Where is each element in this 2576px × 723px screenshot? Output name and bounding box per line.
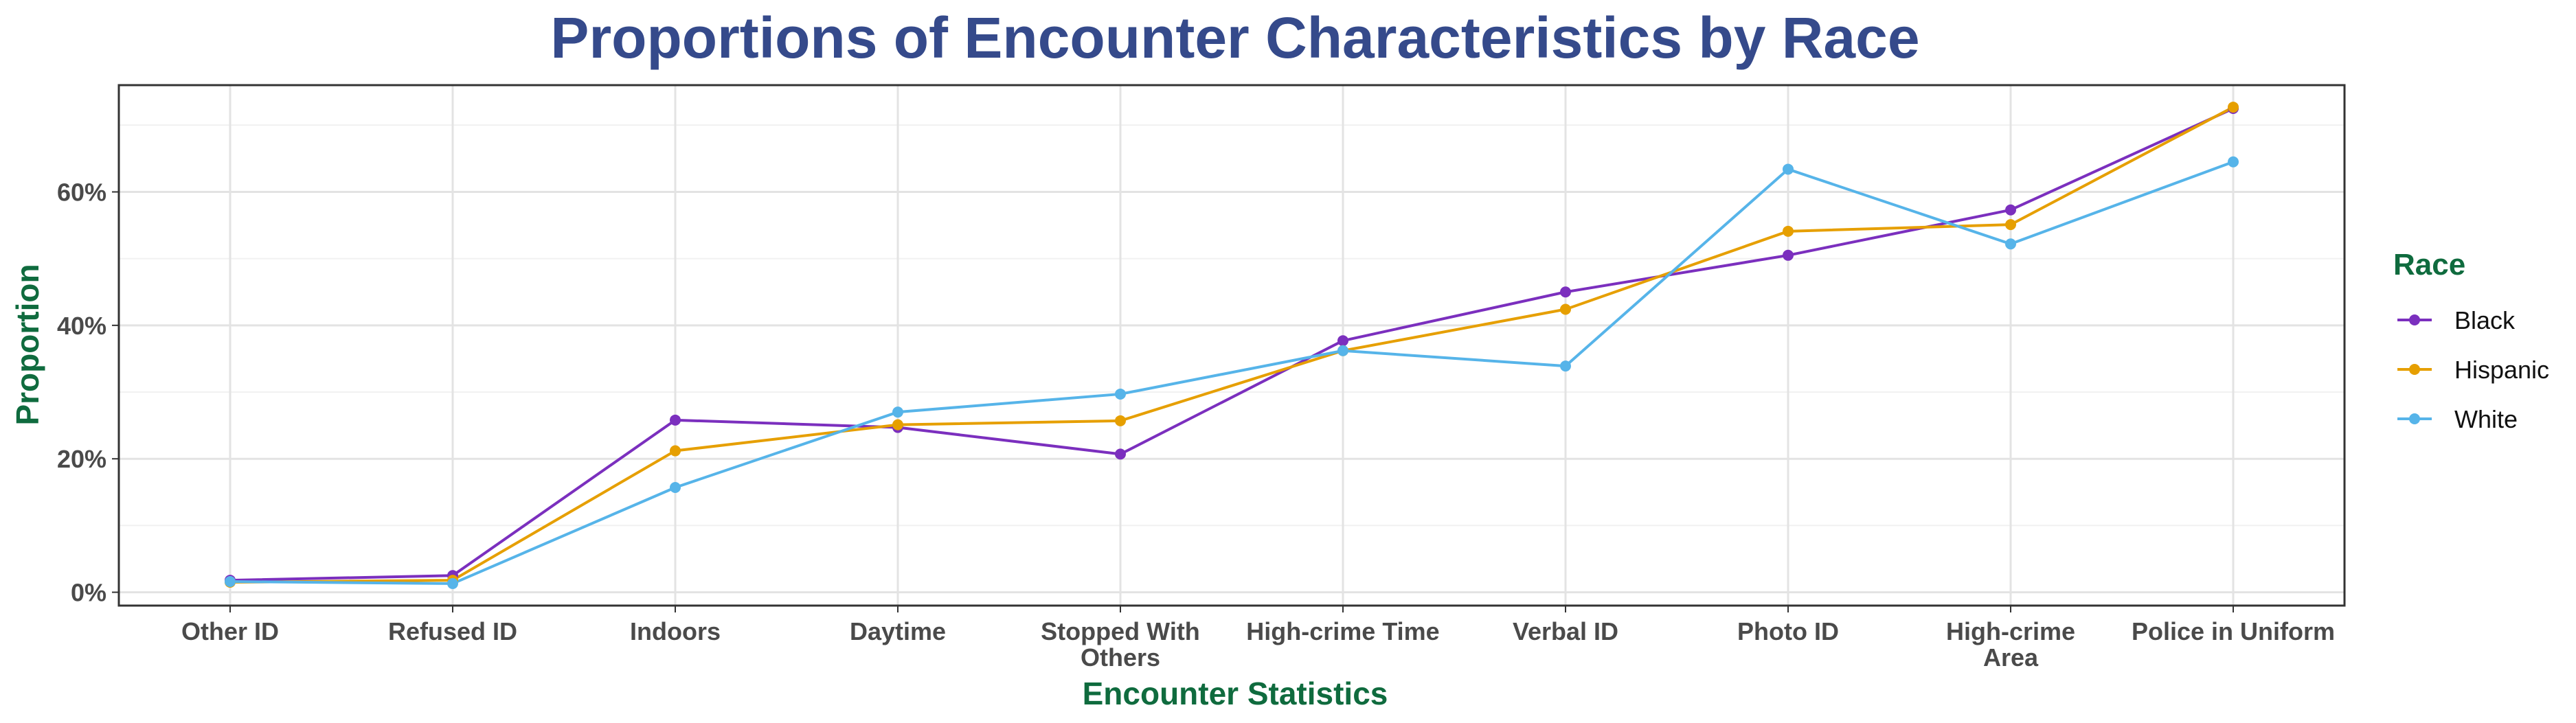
series-line-white [229,160,2234,585]
y-tick-label: 20% [57,445,106,473]
data-point-hispanic [2228,102,2239,113]
x-tick-label: High-crime Time [1246,617,1439,645]
x-tick-label: Stopped With Others [1041,617,1200,672]
x-axis-title: Encounter Statistics [1083,676,1388,711]
data-point-white [225,576,236,588]
y-tick-label: 60% [57,178,106,206]
data-point-black [2005,204,2016,216]
y-tick-label: 0% [71,579,106,607]
x-tick-label: Indoors [630,617,721,645]
x-tick-label: Photo ID [1737,617,1839,645]
data-point-white [1337,345,1348,356]
chart-title: Proportions of Encounter Characteristics… [550,5,1919,70]
data-point-black [1560,286,1571,298]
x-tick-label: Refused ID [388,617,517,645]
data-point-hispanic [892,419,903,431]
data-point-black [1783,249,1794,261]
y-axis-title: Proportion [10,264,45,425]
data-point-hispanic [1560,303,1571,315]
data-point-white [2228,156,2239,168]
legend-label-hispanic: Hispanic [2454,356,2549,384]
legend: Race Black Hispanic White [2393,248,2549,433]
legend-swatch-point-hispanic [2409,364,2420,375]
x-tick-label: High-crime Area [1946,617,2075,672]
data-point-hispanic [1115,415,1126,426]
series-line-black [229,107,2234,582]
data-point-hispanic [2005,219,2016,231]
data-point-black [1115,448,1126,460]
legend-swatch-point-black [2409,314,2420,325]
data-point-white [1560,360,1571,372]
data-point-black [670,414,681,426]
legend-swatch-point-white [2409,413,2420,424]
x-tick-label: Daytime [850,617,946,645]
panel-border [117,84,2346,607]
data-point-white [1115,388,1126,400]
data-point-hispanic [1783,225,1794,237]
x-tick-label: Police in Uniform [2132,617,2335,645]
legend-title: Race [2393,248,2465,282]
legend-label-black: Black [2454,306,2516,334]
data-point-hispanic [670,445,681,457]
data-point-white [892,406,903,418]
x-tick-label: Other ID [181,617,279,645]
y-tick-label: 40% [57,312,106,340]
data-point-white [670,481,681,493]
data-point-white [447,577,458,589]
data-point-white [2005,238,2016,250]
data-point-black [1337,335,1348,347]
series-line-hispanic [229,106,2234,584]
x-tick-label: Verbal ID [1513,617,1618,645]
legend-label-white: White [2454,405,2518,433]
plot-area: 0% 20% 40% 60% Other ID Refused ID Indoors Dayt… [57,84,2346,672]
data-point-white [1783,163,1794,175]
